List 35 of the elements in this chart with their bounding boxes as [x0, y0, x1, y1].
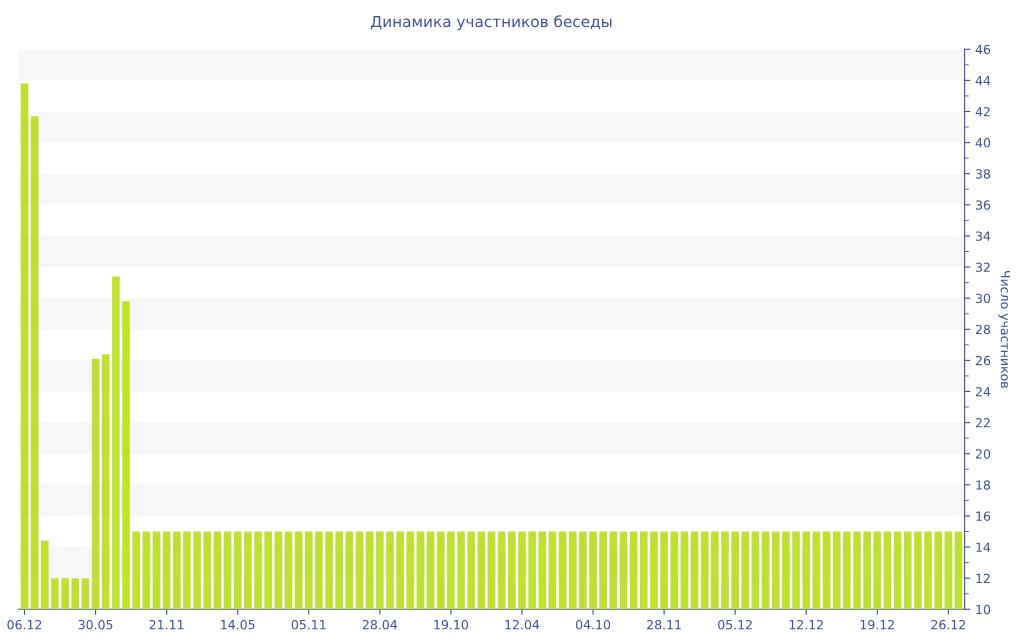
y-tick-label: 38 [975, 169, 991, 179]
y-tick-label: 44 [975, 76, 991, 86]
y-tick-label: 28 [975, 324, 991, 335]
y-tick-label: 18 [976, 480, 991, 490]
x-tick-label: 05.12 [718, 619, 752, 630]
x-tick-label: 30.05 [78, 619, 113, 630]
y-tick-label: 36 [975, 200, 991, 210]
x-tick-label: 26.12 [931, 619, 966, 630]
x-tick-label: 06.12 [7, 619, 42, 630]
y-tick-label: 20 [975, 449, 991, 459]
y-tick-label: 42 [975, 106, 990, 117]
x-tick-label: 12.12 [789, 619, 823, 630]
x-tick-label: 19.12 [860, 619, 894, 630]
y-tick-label: 34 [975, 231, 991, 241]
y-tick-label: 10 [976, 604, 991, 615]
x-tick-label: 04.10 [575, 619, 611, 630]
x-tick-label: 14.05 [221, 619, 255, 630]
x-tick-label: 28.04 [362, 619, 398, 630]
y-tick-label: 22 [975, 418, 990, 428]
x-tick-label: 28.11 [647, 619, 681, 630]
y-tick-label: 16 [976, 511, 991, 521]
y-tick-label: 24 [975, 386, 991, 397]
x-tick-label: 19.10 [434, 619, 468, 630]
x-tick-label: 21.11 [149, 619, 184, 630]
y-tick-label: 30 [975, 293, 991, 304]
y-tick-label: 46 [975, 44, 991, 55]
y-tick-label: 32 [975, 262, 990, 272]
chart-title: Динамика участников беседы [371, 15, 612, 31]
x-tick-label: 05.11 [291, 619, 326, 630]
y-tick-label: 40 [975, 138, 991, 148]
y-tick-label: 26 [975, 355, 991, 366]
y-tick-label: 12 [976, 573, 990, 583]
y-axis-title: Число участников [998, 271, 1010, 388]
y-tick-label: 14 [976, 542, 991, 552]
x-tick-label: 12.04 [505, 619, 540, 630]
